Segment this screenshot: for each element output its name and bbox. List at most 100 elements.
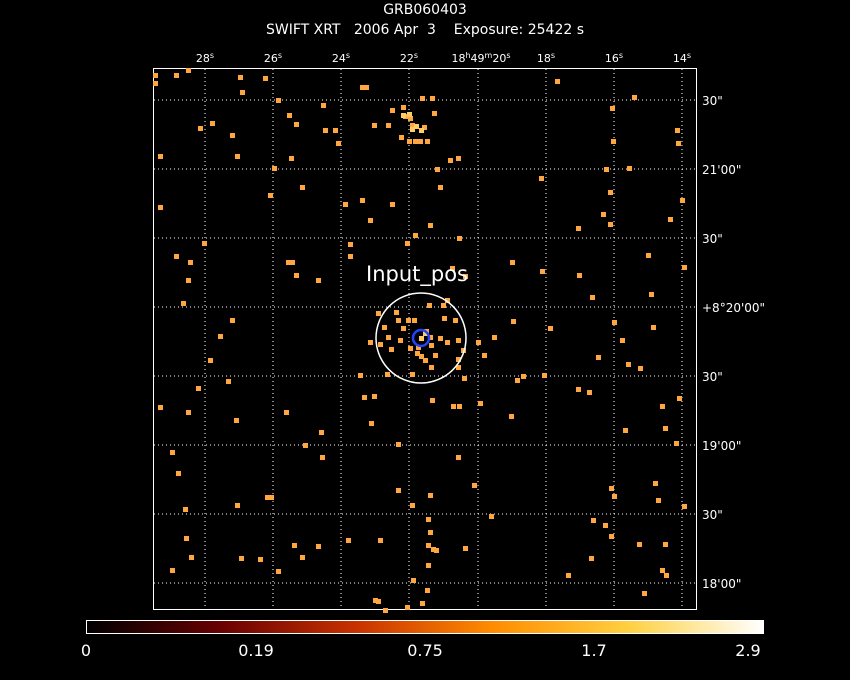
colorbar [86,620,764,634]
photon-event [590,295,595,300]
photon-event [456,338,461,343]
photon-event [555,79,560,84]
photon-event [656,498,661,503]
photon-event [208,358,213,363]
photon-event [682,265,687,270]
photon-event [682,504,687,509]
photon-event [234,418,239,423]
photon-event [258,557,263,562]
photon-event-bright [414,124,419,129]
photon-event [427,303,432,308]
photon-event [210,121,215,126]
photon-event [373,598,378,603]
photon-event [422,125,427,130]
photon-event [401,105,406,110]
ra-tick-label: 28s [196,51,214,65]
photon-event [457,404,462,409]
photon-event [202,241,207,246]
photon-event [153,73,158,78]
photon-event [405,241,410,246]
photon-event-bright [401,113,406,118]
photon-event [413,139,418,144]
photon-event [638,366,643,371]
photon-events [153,68,687,613]
photon-event [482,353,487,358]
photon-event [368,340,373,345]
photon-event [408,116,413,121]
photon-event [612,320,617,325]
photon-event [386,123,391,128]
photon-event [680,198,685,203]
photon-event [284,410,289,415]
photon-event [430,398,435,403]
photon-event [677,396,682,401]
photon-event [316,544,321,549]
dec-tick-label: 21'00" [702,163,741,177]
dec-tick-label: 30" [702,232,723,246]
photon-event [186,68,191,73]
photon-event [515,378,520,383]
photon-event [396,442,401,447]
photon-event [620,338,625,343]
ra-tick-label: 24s [332,51,350,65]
photon-event [186,410,191,415]
photon-event [292,543,297,548]
photon-event [396,318,401,323]
photon-event [450,266,455,271]
photon-event [419,354,424,359]
photon-event [596,355,601,360]
photon-event [346,538,351,543]
photon-event [372,394,377,399]
photon-event [268,193,273,198]
photon-event [431,547,436,552]
photon-event [646,253,651,258]
photon-event [174,254,179,259]
photon-event [408,346,413,351]
photon-event [456,365,461,370]
photon-event [238,75,243,80]
photon-event [390,108,395,113]
colorbar-label: 1.7 [581,641,607,660]
photon-event [358,373,363,378]
photon-event-bright [419,336,424,341]
photon-event [663,542,668,547]
photon-event [294,273,299,278]
photon-event [348,242,353,247]
photon-event [425,139,430,144]
photon-event [376,311,381,316]
dec-tick-label: 30" [702,370,723,384]
photon-event [642,591,647,596]
photon-event [272,166,277,171]
photon-event [300,185,305,190]
photon-event [368,218,373,223]
photon-event [428,335,433,340]
photon-event [158,205,163,210]
photon-event [576,387,581,392]
photon-event [420,601,425,606]
dec-tick-label: 18'00" [702,577,741,591]
photon-event [376,599,381,604]
photon-event [196,386,201,391]
dec-tick-label: 19'00" [702,439,741,453]
photon-event [390,202,395,207]
ra-tick-label: 18h49m20s [451,51,510,65]
photon-event [263,76,268,81]
photon-event [389,347,394,352]
photon-event [637,542,642,547]
colorbar-label: 2.9 [735,641,761,660]
photon-event [429,343,434,348]
photon-event [472,483,477,488]
colorbar-label: 0.19 [238,641,274,660]
photon-event [589,556,594,561]
photon-event [456,357,461,362]
photon-event [287,113,292,118]
photon-event [566,573,571,578]
photon-event [183,507,188,512]
photon-event [457,236,462,241]
photon-event [627,166,632,171]
photon-event [608,222,613,227]
photon-event [364,85,369,90]
photon-event [462,376,467,381]
photon-event [265,495,270,500]
